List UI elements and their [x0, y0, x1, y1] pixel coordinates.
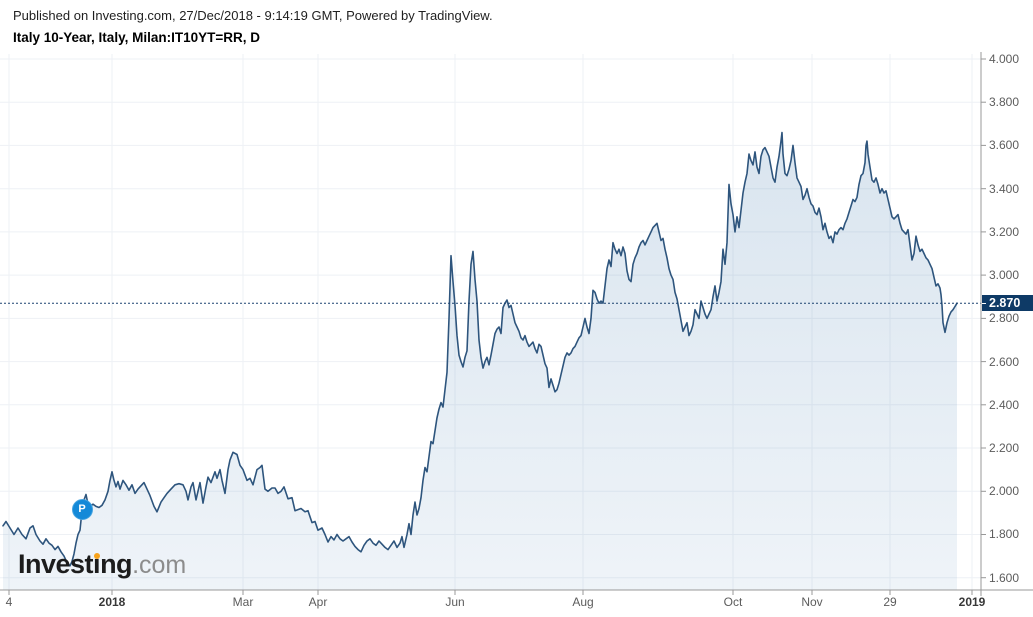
x-tick-label: Jun	[445, 595, 465, 609]
current-price-label: 2.870	[982, 295, 1033, 312]
investing-logo[interactable]: Investı ng.com	[18, 551, 186, 578]
price-area	[3, 132, 957, 590]
y-tick-label: 3.600	[989, 138, 1020, 153]
y-tick-label: 2.200	[989, 441, 1020, 456]
y-tick-label: 3.400	[989, 181, 1020, 196]
logo-orange-dot	[93, 553, 100, 559]
y-tick-label: 1.600	[989, 570, 1020, 585]
logo-text: Investı ng	[18, 549, 133, 579]
x-tick-label: Nov	[801, 595, 823, 609]
published-line: Published on Investing.com, 27/Dec/2018 …	[13, 8, 493, 23]
x-tick-label: 2019	[958, 595, 986, 609]
y-tick-label: 4.000	[989, 52, 1020, 66]
y-tick-label: 1.800	[989, 527, 1020, 542]
y-tick-label: 3.800	[989, 95, 1020, 110]
x-tick-label: 2018	[98, 595, 126, 609]
y-tick-label: 2.000	[989, 484, 1020, 499]
y-tick-label: 2.800	[989, 311, 1020, 326]
x-tick-label: Oct	[723, 595, 743, 609]
x-tick-label: Mar	[232, 595, 254, 609]
y-tick-label: 2.600	[989, 354, 1020, 369]
y-tick-label: 3.000	[989, 268, 1020, 283]
event-marker-p[interactable]: P	[71, 498, 93, 520]
instrument-title: Italy 10-Year, Italy, Milan:IT10YT=RR, D	[13, 30, 260, 45]
price-line	[2, 131, 958, 567]
logo-com-suffix: .com	[132, 551, 187, 579]
y-tick-label: 3.200	[989, 224, 1020, 239]
x-tick-label: Apr	[308, 595, 328, 609]
event-marker-label: P	[78, 503, 86, 515]
x-tick-label: Aug	[572, 595, 594, 609]
x-tick-label: 29	[883, 595, 897, 609]
y-tick-label: 2.400	[989, 397, 1020, 412]
x-tick-label: 4	[5, 595, 13, 609]
